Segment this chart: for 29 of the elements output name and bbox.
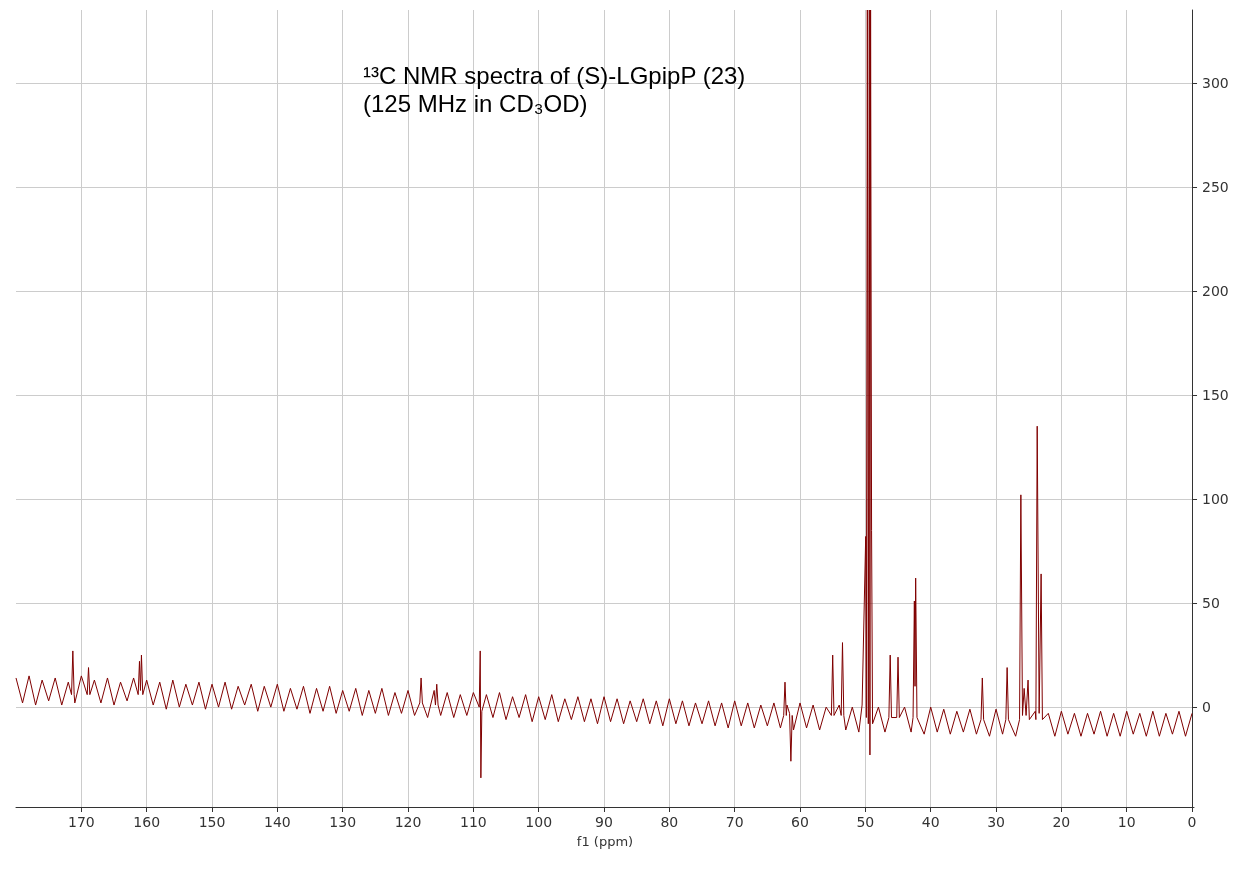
line-series (15, 9, 1193, 779)
y-tick-label: 200 (1202, 282, 1229, 299)
x-tick-label: 0 (1187, 814, 1197, 830)
x-tick-label: 40 (921, 814, 940, 830)
x-tick-label: 170 (67, 814, 95, 830)
y-tick-label: 50 (1202, 595, 1220, 612)
y-tick-label: 150 (1202, 386, 1229, 403)
x-tick-label: 20 (1052, 814, 1071, 830)
y-tick-label: 300 (1202, 74, 1229, 91)
x-tick-label: 120 (394, 814, 422, 830)
x-tick-label: 50 (856, 814, 875, 830)
text: ¹³C NMR spectra of (S)-LGpipP (23) (363, 61, 746, 89)
x-tick-label: 110 (459, 814, 487, 830)
text: (125 MHz in CD₃OD) (363, 89, 588, 117)
x-tick-label: 130 (329, 814, 357, 830)
y-tick-label: 0 (1202, 699, 1211, 716)
x-tick-label: 60 (791, 814, 809, 830)
x-tick-label: 90 (595, 814, 613, 830)
y-tick-label: 250 (1202, 178, 1229, 195)
x-tick-label: 160 (133, 814, 161, 830)
x-tick-label: 80 (660, 814, 679, 830)
x-tick-label: 140 (263, 814, 291, 830)
x-axis-title: f1 (ppm) (576, 834, 634, 849)
x-tick-label: 30 (987, 814, 1005, 830)
y-tick-label: 100 (1202, 491, 1229, 508)
x-tick-label: 10 (1117, 814, 1136, 830)
x-tick-label: 150 (198, 814, 226, 830)
x-tick-label: 100 (525, 814, 553, 830)
x-tick-label: 70 (725, 814, 744, 830)
